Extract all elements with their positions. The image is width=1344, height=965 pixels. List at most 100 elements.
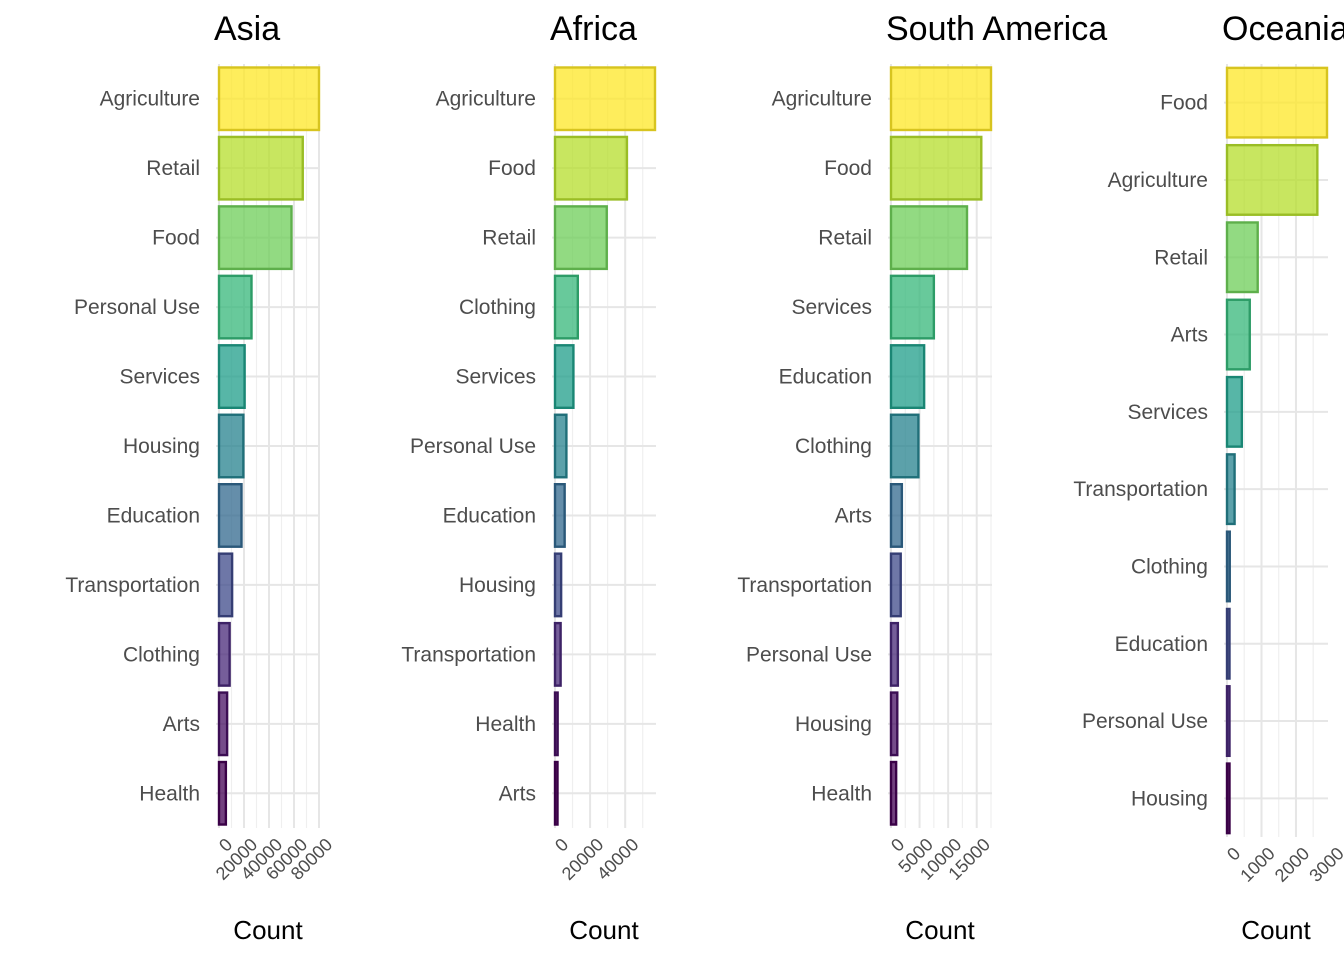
x-axis-label: Count [1241,915,1311,945]
bar-retail [1225,221,1259,294]
category-label: Housing [795,713,872,736]
category-label: Food [824,157,872,180]
bar-food [1225,66,1329,139]
bar-education [217,483,243,548]
category-label: Agriculture [772,88,872,111]
x-axis-label: Count [905,915,975,945]
bar-arts [889,483,904,548]
category-label: Services [791,296,872,319]
category-label: Clothing [459,296,536,319]
category-label: Housing [1131,787,1208,810]
category-label: Transportation [737,574,872,597]
panel-oceania: Food Agriculture Retail Arts Services Transpo… [1073,10,1344,945]
category-label: Transportation [1073,478,1208,501]
bar-personal-use [553,413,568,479]
category-label: Agriculture [100,88,200,111]
category-label: Personal Use [1082,710,1208,733]
bar-services [889,274,936,340]
bar-personal-use [889,621,900,687]
category-label: Agriculture [436,88,536,111]
bar-education [889,344,926,410]
panel-south-america: Agriculture Food Retail Services Education Cl… [737,10,1107,945]
category-label: Arts [163,713,200,736]
category-label: Arts [835,504,872,527]
category-label: Clothing [123,643,200,666]
panel-title: Asia [214,10,280,48]
bar-housing [217,413,245,479]
bar-clothing [217,621,231,687]
bar-retail [553,205,608,271]
tick-label: 0 [551,834,572,855]
category-label: Agriculture [1108,169,1208,192]
category-label: Personal Use [410,435,536,458]
category-label: Services [455,366,536,389]
category-label: Services [119,366,200,389]
category-label: Personal Use [746,643,872,666]
bar-housing [889,691,899,757]
category-label: Arts [499,782,536,805]
bar-agriculture [1225,143,1319,216]
bar-personal-use [1225,685,1231,758]
tick-label: 1000 [1236,843,1278,885]
category-label: Arts [1171,324,1208,347]
bar-transportation [889,552,902,618]
bar-housing [553,552,563,618]
bar-food [889,135,983,201]
category-label: Retail [482,227,536,250]
bar-education [1225,607,1231,680]
bar-services [553,344,575,410]
panel-africa: Agriculture Food Retail Clothing Services Per… [401,10,657,945]
category-label: Retail [146,157,200,180]
bar-transportation [553,621,562,687]
category-label: Housing [459,574,536,597]
bar-education [553,483,566,548]
bar-agriculture [217,66,321,132]
category-label: Clothing [1131,555,1208,578]
x-axis-label: Count [233,915,303,945]
bar-retail [889,205,969,271]
category-label: Personal Use [74,296,200,319]
category-label: Education [107,504,200,527]
x-axis-label: Count [569,915,639,945]
category-label: Food [152,227,200,250]
bar-food [217,205,293,271]
category-label: Education [443,504,536,527]
bar-food [553,135,629,201]
bar-agriculture [889,66,993,132]
bar-agriculture [553,66,657,132]
bar-retail [217,135,304,201]
bar-transportation [1225,453,1236,526]
category-label: Transportation [65,574,200,597]
bar-clothing [889,413,920,479]
panel-title: South America [886,10,1107,48]
bar-health [553,691,559,757]
category-label: Health [811,782,872,805]
category-label: Housing [123,435,200,458]
category-label: Health [475,713,536,736]
category-label: Food [1160,92,1208,115]
panel-title: Oceania [1222,10,1344,48]
tick-label: 2000 [1271,843,1313,885]
category-label: Retail [818,227,872,250]
bar-clothing [1225,530,1231,603]
tick-label: 3000 [1305,843,1344,885]
category-label: Education [1115,633,1208,656]
bar-arts [553,760,559,826]
bar-health [217,760,228,826]
bar-services [217,344,246,410]
bar-personal-use [217,274,253,340]
bar-health [889,760,898,826]
category-label: Transportation [401,643,536,666]
category-label: Health [139,782,200,805]
category-label: Retail [1154,246,1208,269]
bar-clothing [553,274,580,340]
panel-asia: Agriculture Retail Food Personal Use Service… [65,10,336,945]
tick-label: 0 [1223,843,1244,864]
category-label: Food [488,157,536,180]
category-label: Clothing [795,435,872,458]
bar-housing [1225,762,1231,835]
panel-title: Africa [550,10,637,48]
category-label: Services [1127,401,1208,424]
